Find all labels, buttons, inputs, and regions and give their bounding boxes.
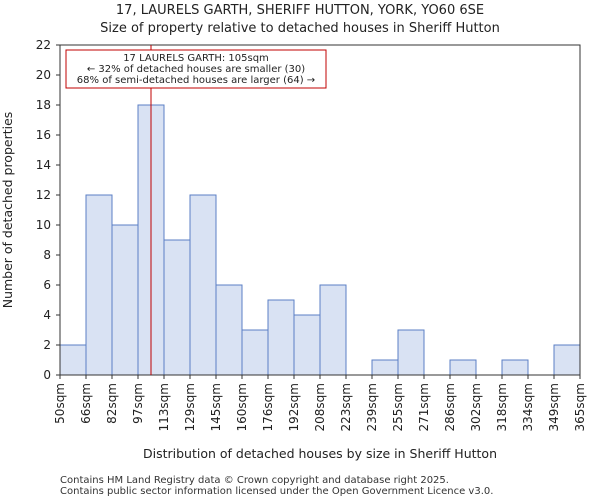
bar-50sqm <box>59 344 87 376</box>
bar-82sqm <box>111 224 139 376</box>
y-tick-label: 18 <box>36 98 51 112</box>
y-tick-label: 20 <box>36 68 51 82</box>
bar-349sqm <box>553 344 581 376</box>
bar-160sqm <box>241 329 269 376</box>
x-tick-label: 255sqm <box>391 383 405 431</box>
chart-subtitle: Size of property relative to detached ho… <box>100 21 500 36</box>
footer-line-2: Contains public sector information licen… <box>60 486 493 497</box>
bar-239sqm <box>371 359 399 376</box>
x-tick-label: 82sqm <box>105 383 119 424</box>
x-tick-label: 349sqm <box>547 383 561 431</box>
x-tick-label: 318sqm <box>495 383 509 431</box>
bar-176sqm <box>267 299 295 376</box>
plot-frame <box>59 44 581 376</box>
x-tick-label: 145sqm <box>209 383 223 431</box>
x-tick-label: 365sqm <box>573 383 587 431</box>
x-tick-label: 97sqm <box>131 383 145 424</box>
x-tick-label: 239sqm <box>365 383 379 431</box>
y-tick-label: 22 <box>36 38 51 52</box>
bar-318sqm <box>501 359 529 376</box>
bar-255sqm <box>397 329 425 376</box>
x-tick-label: 302sqm <box>469 383 483 431</box>
y-tick-label: 4 <box>43 308 51 322</box>
x-tick-label: 66sqm <box>79 383 93 424</box>
footer-line-1: Contains HM Land Registry data © Crown c… <box>60 475 449 486</box>
x-tick-label: 192sqm <box>287 383 301 431</box>
x-tick-label: 223sqm <box>339 383 353 431</box>
y-tick-label: 14 <box>36 158 51 172</box>
annotation-line-3: 68% of semi-detached houses are larger (… <box>77 75 315 86</box>
bar-208sqm <box>319 284 347 376</box>
bar-113sqm <box>163 239 191 376</box>
annotation-line-1: 17 LAURELS GARTH: 105sqm <box>123 53 269 64</box>
x-axis-ticks: 50sqm 66sqm 82sqm 97sqm 113sqm 129sqm 145sqm 16… <box>53 375 587 431</box>
y-tick-label: 8 <box>43 248 51 262</box>
x-tick-label: 113sqm <box>157 383 171 431</box>
bar-192sqm <box>293 314 321 376</box>
bar-66sqm <box>85 194 113 376</box>
bar-145sqm <box>215 284 243 376</box>
x-tick-label: 160sqm <box>235 383 249 431</box>
x-tick-label: 176sqm <box>261 383 275 431</box>
x-tick-label: 286sqm <box>443 383 457 431</box>
y-tick-label: 16 <box>36 128 51 142</box>
x-axis-label: Distribution of detached houses by size … <box>143 446 497 461</box>
y-axis-label: Number of detached properties <box>0 112 15 309</box>
y-tick-label: 12 <box>36 188 51 202</box>
y-tick-label: 10 <box>36 218 51 232</box>
bar-286sqm <box>449 359 477 376</box>
annotation-line-2: ← 32% of detached houses are smaller (30… <box>87 64 305 75</box>
y-tick-label: 6 <box>43 278 51 292</box>
x-tick-label: 334sqm <box>521 383 535 431</box>
x-tick-label: 271sqm <box>417 383 431 431</box>
x-tick-label: 50sqm <box>53 383 67 424</box>
bars-group <box>59 104 581 376</box>
x-tick-label: 129sqm <box>183 383 197 431</box>
y-tick-label: 0 <box>43 368 51 382</box>
bar-129sqm <box>189 194 217 376</box>
chart-title: 17, LAURELS GARTH, SHERIFF HUTTON, YORK,… <box>116 3 484 18</box>
y-axis-ticks: 0 2 4 6 8 10 12 14 16 18 20 22 <box>36 38 60 382</box>
annotation-box: 17 LAURELS GARTH: 105sqm ← 32% of detach… <box>65 49 327 89</box>
y-tick-label: 2 <box>43 338 51 352</box>
x-tick-label: 208sqm <box>313 383 327 431</box>
